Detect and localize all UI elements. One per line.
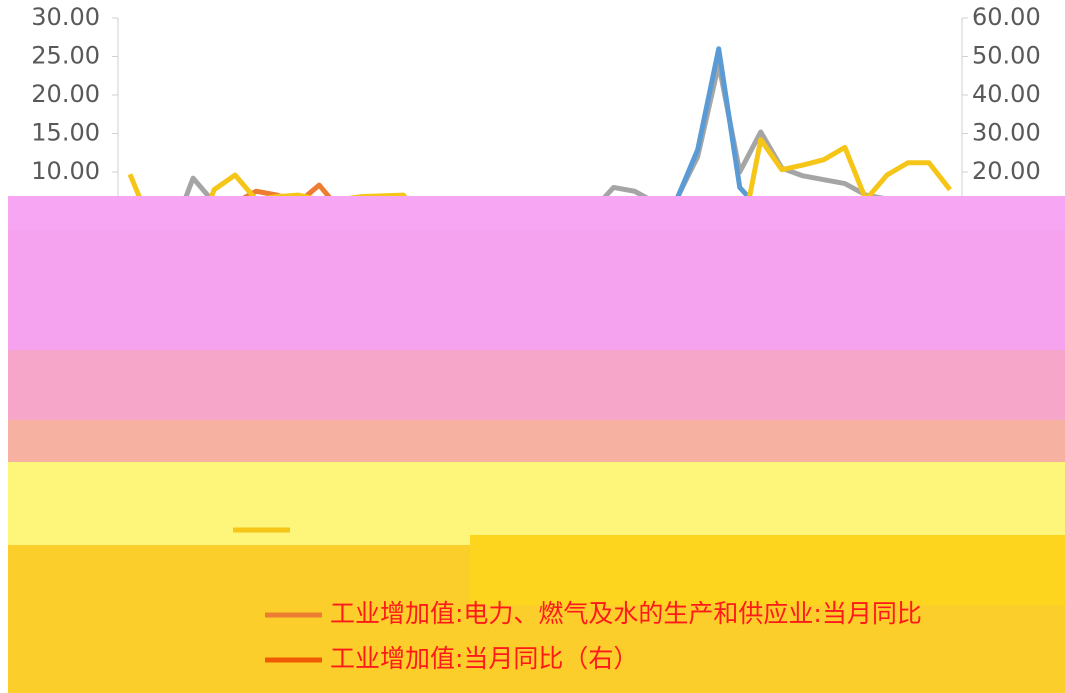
overlay-band [8, 462, 1065, 545]
overlay-band [8, 196, 1065, 230]
overlay-band [8, 230, 1065, 350]
y-tick-label: 15.00 [31, 119, 100, 147]
y-tick-label: 30.00 [31, 3, 100, 31]
y2-tick-label: 60.00 [972, 3, 1041, 31]
y-tick-label: 10.00 [31, 157, 100, 185]
legend-label: 工业增加值:电力、燃气及水的生产和供应业:当月同比 [330, 599, 922, 628]
y-tick-label: 25.00 [31, 42, 100, 70]
overlay-band [470, 535, 1065, 605]
overlay [8, 196, 1065, 693]
y2-tick-label: 50.00 [972, 42, 1041, 70]
y2-tick-label: 30.00 [972, 119, 1041, 147]
y2-tick-label: 20.00 [972, 157, 1041, 185]
legend-label: 工业增加值:当月同比（右） [330, 644, 638, 673]
overlay-band [8, 350, 1065, 420]
y-tick-label: 20.00 [31, 80, 100, 108]
y2-tick-label: 40.00 [972, 80, 1041, 108]
overlay-band [8, 420, 1065, 462]
